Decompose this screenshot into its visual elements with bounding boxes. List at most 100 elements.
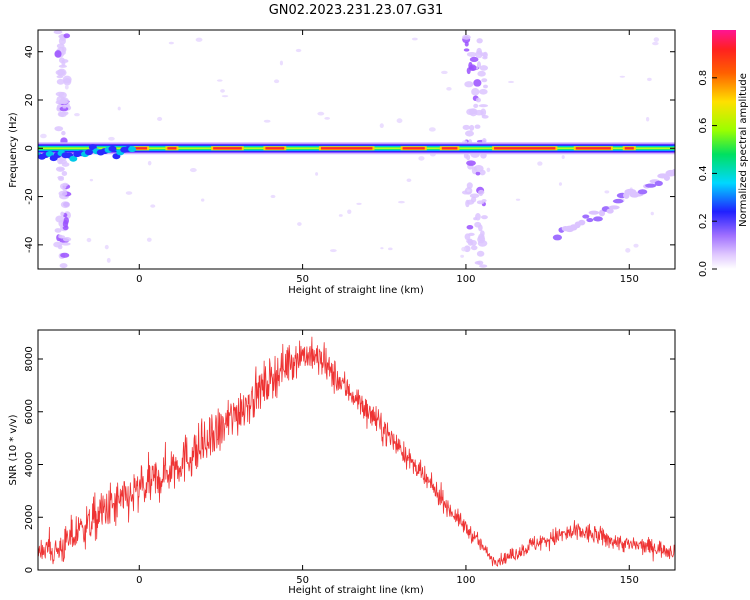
noise-speckle	[74, 112, 80, 117]
noise-speckle	[396, 118, 403, 124]
noise-speckle	[470, 196, 477, 203]
streak-speckle	[606, 208, 614, 214]
noise-speckle	[55, 166, 65, 172]
noise-speckle	[356, 202, 362, 205]
noise-speckle	[481, 114, 489, 119]
noise-speckle	[475, 97, 481, 103]
y-tick-label: 40	[24, 45, 35, 58]
noise-speckle	[466, 182, 473, 189]
noise-speckle	[478, 189, 485, 195]
noise-speckle	[462, 124, 471, 130]
noise-speckle	[468, 61, 473, 70]
noise-speckle	[625, 248, 631, 253]
noise-speckle	[480, 215, 488, 220]
carrier-wobble	[84, 149, 93, 156]
noise-speckle	[398, 200, 405, 204]
noise-speckle	[54, 126, 64, 132]
noise-speckle	[486, 167, 491, 173]
noise-speckle	[57, 68, 67, 77]
colorbar-tick-label: 0.0	[698, 261, 709, 277]
colorbar-tick-label: 0.4	[698, 165, 709, 181]
carrier-hot-segment	[494, 147, 556, 150]
noise-speckle	[441, 70, 448, 75]
snr-x-axis-label: Height of straight line (km)	[288, 585, 424, 596]
noise-speckle	[62, 237, 72, 242]
colorbar: 0.0 0.2 0.4 0.6 0.8 Normalized spectral ampl…	[698, 30, 749, 277]
x-tick-label: 0	[136, 575, 142, 586]
noise-speckle	[104, 244, 109, 250]
streak-speckle	[645, 183, 657, 188]
noise-speckle	[650, 211, 654, 216]
noise-speckle	[200, 198, 205, 202]
noise-speckle	[604, 190, 610, 194]
noise-speckle	[446, 87, 452, 91]
streak-speckle	[588, 210, 600, 215]
y-tick-label: 8000	[24, 346, 35, 371]
streak-speckle	[598, 209, 606, 217]
noise-speckle	[481, 78, 488, 83]
noise-speckle	[189, 168, 197, 173]
noise-speckle	[168, 41, 175, 45]
noise-speckle	[645, 117, 650, 122]
noise-speckle	[481, 138, 487, 144]
noise-speckle	[473, 165, 484, 172]
noise-speckle	[418, 156, 425, 161]
noise-speckle	[477, 235, 486, 244]
noise-speckle	[461, 246, 467, 252]
noise-speckle	[61, 50, 66, 55]
x-tick-label: 50	[296, 274, 309, 285]
noise-speckle	[473, 79, 482, 87]
noise-speckle	[297, 222, 302, 226]
snr-y-ticks: 0 2000 4000 6000 8000	[24, 346, 675, 573]
spectrogram-x-axis-label: Height of straight line (km)	[288, 285, 424, 296]
carrier-wobble	[128, 146, 137, 153]
noise-speckle	[270, 194, 276, 199]
noise-speckle	[273, 79, 280, 84]
noise-speckle	[56, 43, 65, 49]
noise-speckle	[147, 160, 152, 166]
y-tick-label: 4000	[24, 452, 35, 477]
noise-speckle	[59, 235, 66, 239]
carrier-hot-segment	[441, 147, 458, 150]
snr-y-axis-label: SNR (10 * v/v)	[8, 414, 19, 485]
noise-speckle	[633, 243, 639, 248]
noise-speckle	[479, 65, 489, 71]
snr-panel: 0 50 100 150 0 2000 4000 6000 8000 Height of st…	[8, 329, 676, 596]
noise-speckle	[57, 244, 63, 250]
streak-speckle	[608, 205, 620, 210]
noise-speckle	[55, 100, 64, 105]
noise-speckle	[647, 77, 652, 82]
noise-speckle	[89, 178, 94, 182]
y-tick-label: 2000	[24, 505, 35, 530]
y-tick-label: 20	[24, 94, 35, 107]
colorbar-tick-label: 0.6	[698, 118, 709, 134]
x-tick-label: 150	[620, 274, 639, 285]
noise-speckle	[317, 111, 325, 116]
carrier-hot-segment	[402, 147, 425, 150]
streak-speckle	[637, 189, 648, 195]
noise-speckle	[507, 80, 515, 84]
y-tick-label: 6000	[24, 399, 35, 424]
x-tick-label: 100	[456, 274, 475, 285]
noise-speckle	[428, 127, 436, 132]
noise-speckle	[411, 37, 418, 41]
noise-speckle	[63, 33, 71, 39]
noise-speckle	[475, 171, 481, 176]
x-tick-label: 0	[136, 274, 142, 285]
spectrogram-x-ticks: 0 50 100 150	[136, 30, 639, 285]
noise-speckle	[537, 161, 543, 166]
noise-speckle	[475, 50, 483, 59]
streak-speckle	[671, 168, 675, 174]
streak-speckle	[582, 214, 590, 219]
noise-speckle	[464, 81, 474, 88]
noise-speckle	[347, 209, 352, 215]
noise-speckle	[558, 182, 563, 186]
noise-speckle	[464, 130, 474, 137]
carrier-hot-segment	[575, 147, 611, 150]
noise-speckle	[60, 252, 70, 258]
noise-speckle	[63, 111, 69, 115]
noise-speckle	[60, 201, 71, 209]
noise-speckle	[62, 220, 69, 228]
noise-speckle	[476, 200, 485, 205]
snr-series-line	[38, 336, 675, 567]
